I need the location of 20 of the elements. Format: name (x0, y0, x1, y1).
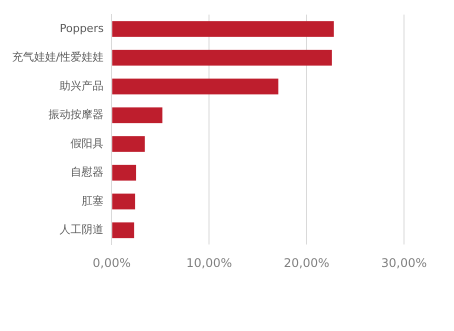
x-tick-label: 10,00% (186, 256, 232, 270)
bar (112, 107, 162, 124)
y-tick-label: 肛塞 (82, 194, 104, 208)
bar (112, 194, 136, 210)
y-tick-label: Poppers (60, 22, 104, 35)
y-tick-label: 助兴产品 (60, 79, 104, 92)
y-tick-label: 假阳具 (70, 136, 104, 150)
x-tick-label: 20,00% (284, 256, 330, 270)
bar (112, 222, 134, 238)
y-tick-label: 人工阴道 (60, 223, 104, 236)
bar (112, 136, 145, 152)
bar (112, 78, 278, 94)
y-tick-label: 振动按摩器 (48, 108, 104, 122)
x-tick-label: 0,00% (92, 256, 131, 270)
bar (112, 50, 332, 66)
bar (112, 164, 136, 181)
y-tick-label: 充气娃娃/性爱娃娃 (12, 50, 104, 64)
y-tick-label: 自慰器 (70, 166, 104, 179)
x-tick-label: 30,00% (381, 256, 427, 270)
bar (112, 21, 334, 37)
